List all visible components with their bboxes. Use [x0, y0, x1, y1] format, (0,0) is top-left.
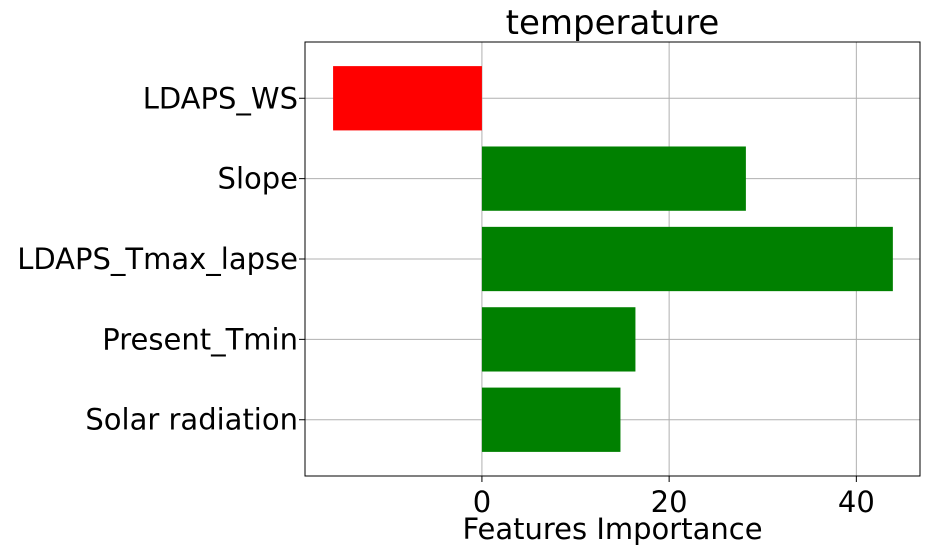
- y-tick-label: Present_Tmin: [102, 322, 298, 356]
- bar-solar-radiation: [481, 387, 621, 452]
- y-tick-label: LDAPS_Tmax_lapse: [17, 242, 298, 276]
- chart-title: temperature: [506, 3, 720, 43]
- bar-layer: [333, 66, 893, 452]
- x-tick-label: 40: [838, 485, 875, 519]
- x-tick-label: 0: [473, 485, 491, 519]
- y-tick-label: Solar radiation: [85, 403, 298, 437]
- bar-ldaps-tmax-lapse: [481, 226, 893, 292]
- bar-ldaps-ws: [333, 66, 482, 131]
- x-tick-label: 20: [651, 485, 688, 519]
- bar-present-tmin: [481, 307, 636, 372]
- x-axis-label: Features Importance: [462, 512, 762, 546]
- bar-slope: [481, 146, 746, 211]
- tick-layer: 0 20 40 LDAPS_WS Slope LDAPS_Tmax_lapse Presen…: [17, 81, 875, 519]
- y-tick-label: LDAPS_WS: [143, 81, 298, 115]
- y-tick-label: Slope: [218, 162, 298, 196]
